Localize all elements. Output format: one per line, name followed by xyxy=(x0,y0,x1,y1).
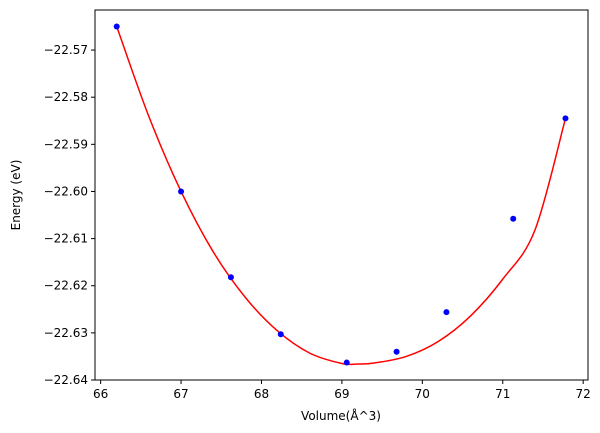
y-axis-ticks: −22.64 −22.63 −22.62 −22.61 −22.60 −22.59 −22.… xyxy=(44,43,95,387)
y-tick-label: −22.57 xyxy=(44,43,88,57)
y-tick-label: −22.60 xyxy=(44,184,88,198)
data-point xyxy=(443,309,450,316)
x-tick-label: 72 xyxy=(576,387,591,401)
x-tick-label: 66 xyxy=(93,387,108,401)
x-tick-label: 69 xyxy=(334,387,349,401)
y-tick-label: −22.63 xyxy=(44,326,88,340)
data-points-layer xyxy=(113,23,569,366)
data-point xyxy=(562,115,569,122)
y-tick-label: −22.59 xyxy=(44,137,88,151)
fit-curve xyxy=(116,26,567,366)
data-point xyxy=(227,274,234,281)
data-point xyxy=(113,23,120,30)
data-point xyxy=(277,331,284,338)
data-point xyxy=(178,188,185,195)
y-tick-label: −22.61 xyxy=(44,232,88,246)
y-tick-label: −22.64 xyxy=(44,373,88,387)
y-tick-label: −22.58 xyxy=(44,90,88,104)
x-tick-label: 71 xyxy=(495,387,510,401)
x-axis-title: Volume(Å^3) xyxy=(301,408,381,423)
plot-background xyxy=(95,10,588,380)
y-axis-title: Energy (eV) xyxy=(9,160,23,231)
x-tick-label: 67 xyxy=(173,387,188,401)
data-point xyxy=(510,215,517,222)
data-point xyxy=(393,348,400,355)
x-axis-ticks: 66 67 68 69 70 71 72 xyxy=(93,380,591,401)
data-point xyxy=(343,359,350,366)
fit-curve-layer xyxy=(116,26,567,366)
y-tick-label: −22.62 xyxy=(44,279,88,293)
x-tick-label: 70 xyxy=(415,387,430,401)
x-tick-label: 68 xyxy=(254,387,269,401)
